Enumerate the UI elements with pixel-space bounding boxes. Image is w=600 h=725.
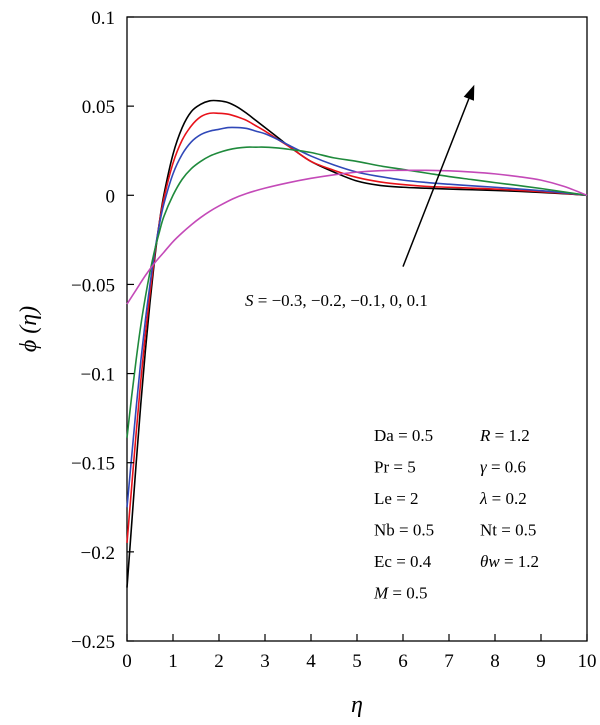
x-tick-label: 6 (398, 651, 408, 672)
y-axis-ticks: −0.25 −0.2 −0.15 −0.1 −0.05 0 0.05 0.1 (71, 8, 134, 653)
parameter-entry: Nt = 0.5 (480, 521, 536, 540)
x-tick-label: 4 (306, 651, 316, 672)
arrow-head (463, 84, 475, 101)
y-tick-label: 0.05 (82, 97, 115, 118)
parameter-entry: Da = 0.5 (374, 426, 433, 445)
series-layer (126, 99, 588, 588)
parameter-annotation: S = −0.3, −0.2, −0.1, 0, 0.1 (245, 291, 428, 310)
series-line-5 (126, 169, 588, 305)
trend-arrow (402, 84, 475, 267)
x-tick-label: 5 (352, 651, 362, 672)
x-tick-label: 10 (578, 651, 597, 672)
x-axis-ticks: 0 1 2 3 4 5 6 7 8 9 10 (122, 634, 597, 672)
x-tick-label: 8 (490, 651, 500, 672)
series-line-4 (126, 146, 588, 438)
y-tick-label: 0.1 (91, 8, 115, 29)
parameter-table: Da = 0.5 R = 1.2 Pr = 5 γ = 0.6 Le = 2 λ = 0.… (373, 426, 539, 603)
arrow-shaft (402, 98, 470, 267)
parameter-entry: Pr = 5 (374, 458, 416, 477)
parameter-entry: γ = 0.6 (480, 458, 526, 477)
y-tick-label: −0.15 (71, 454, 115, 475)
series-line-2 (126, 112, 588, 544)
parameter-entry: λ = 0.2 (479, 489, 527, 508)
parameter-entry: M = 0.5 (373, 584, 428, 603)
parameter-entry: Le = 2 (374, 489, 419, 508)
plot-area: 0 1 2 3 4 5 6 7 8 9 10 −0.25 −0.2 −0.15 −0.1 −0.05 0 0.0… (71, 8, 596, 672)
series-line-1 (126, 99, 588, 588)
x-tick-label: 7 (444, 651, 454, 672)
y-tick-label: −0.1 (81, 365, 115, 386)
x-tick-label: 3 (260, 651, 270, 672)
parameter-entry: Nb = 0.5 (374, 521, 434, 540)
y-tick-label: 0 (106, 186, 116, 207)
parameter-entry: Ec = 0.4 (374, 552, 432, 571)
x-axis-label: η (351, 692, 363, 718)
y-tick-label: −0.2 (81, 543, 115, 564)
x-tick-label: 2 (214, 651, 224, 672)
plot-frame (126, 16, 588, 642)
y-axis-label: ϕ (η) (16, 306, 42, 352)
x-tick-label: 1 (168, 651, 178, 672)
parameter-entry: R = 1.2 (479, 426, 530, 445)
series-line-3 (126, 126, 588, 508)
x-tick-label: 9 (536, 651, 546, 672)
x-tick-label: 0 (122, 651, 132, 672)
y-tick-label: −0.25 (71, 632, 115, 653)
y-tick-label: −0.05 (71, 275, 115, 296)
parameter-entry: θw = 1.2 (480, 552, 539, 571)
